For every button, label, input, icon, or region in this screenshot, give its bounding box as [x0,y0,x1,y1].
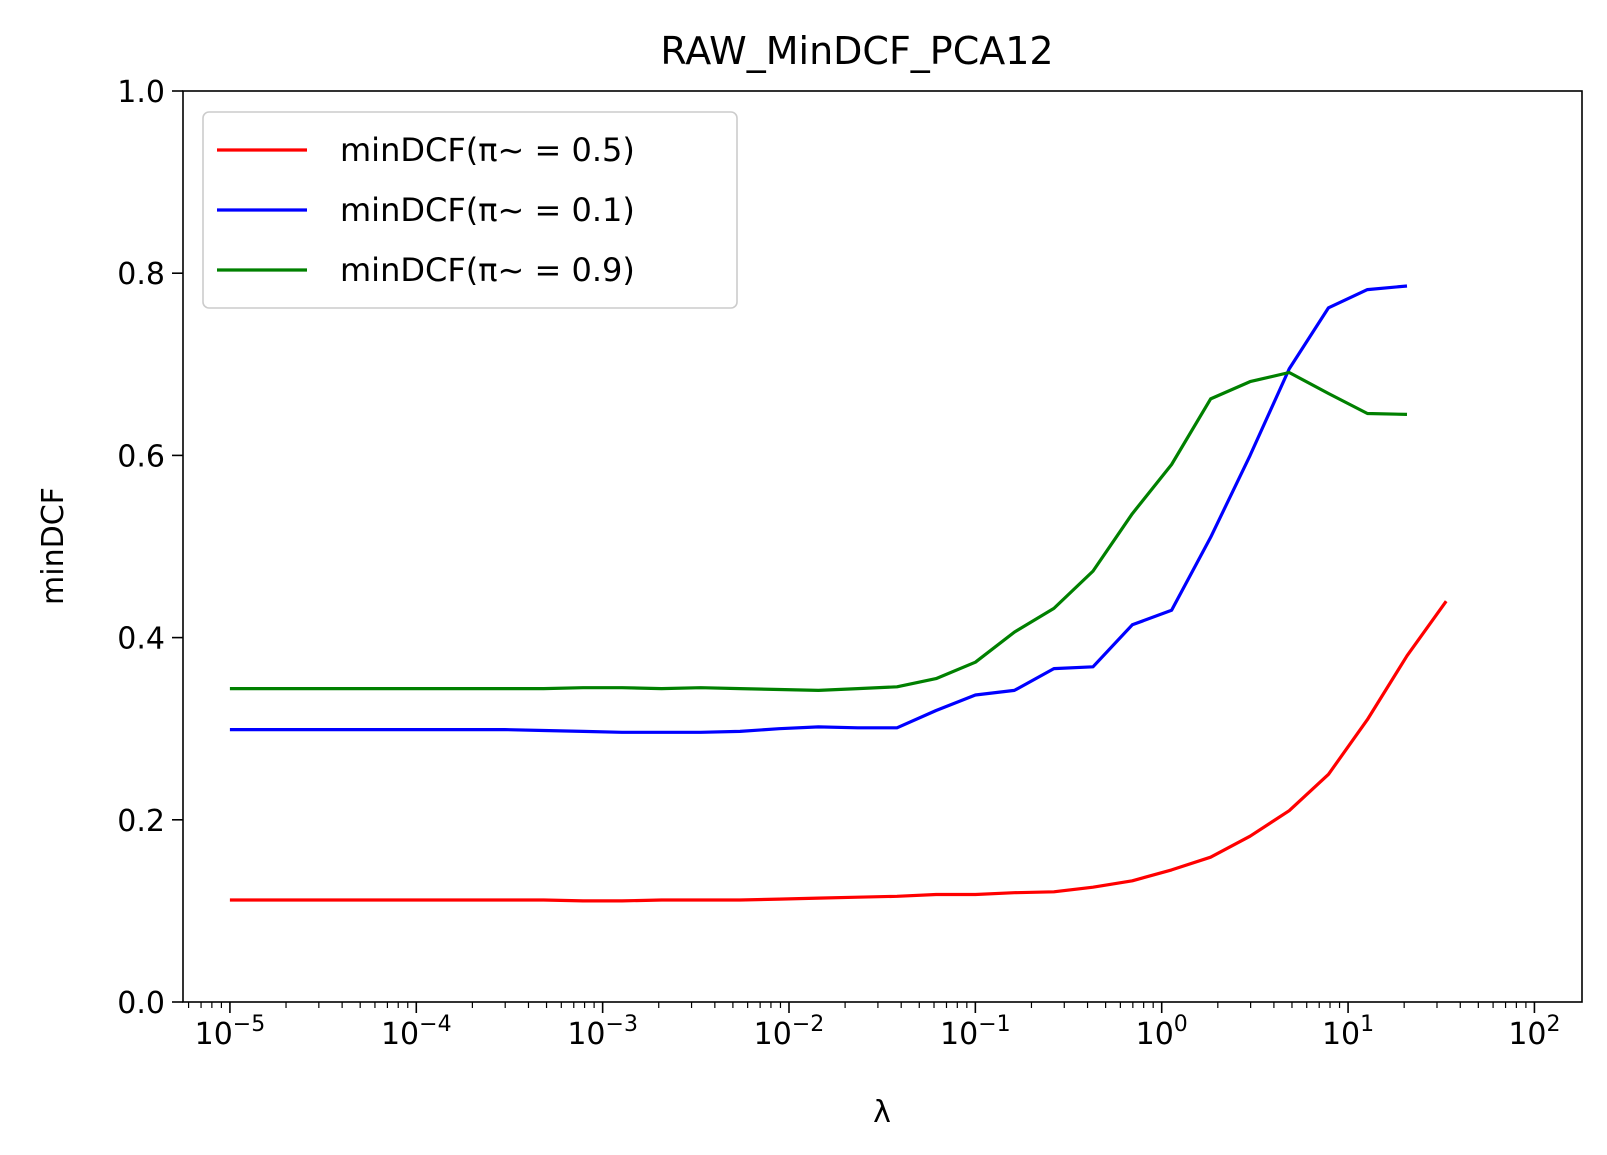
x-tick-label: 10−2 [754,1012,825,1052]
series-line-1 [229,600,1448,903]
x-tick-label: 101 [1322,1012,1374,1052]
y-tick-label: 0.8 [117,257,165,292]
y-tick-label: 0.4 [117,622,165,657]
chart-title: RAW_MinDCF_PCA12 [660,29,1053,73]
x-tick-label: 10−5 [195,1012,266,1052]
x-axis-label: λ [873,1095,891,1130]
plot-lines [229,284,1448,903]
y-axis-label: minDCF [36,487,71,605]
x-tick-label: 100 [1136,1012,1188,1052]
y-axis: 0.0 0.2 0.4 0.6 0.8 1.0 [117,75,183,1021]
legend-label-2: minDCF(π~ = 0.1) [340,191,635,229]
y-tick-label: 0.6 [117,439,165,474]
series-line-2 [229,284,1408,734]
x-tick-label: 10−1 [940,1012,1011,1052]
legend-label-1: minDCF(π~ = 0.5) [340,131,635,169]
plot-frame [182,90,1583,1003]
legend-label-3: minDCF(π~ = 0.9) [340,251,635,289]
series-line-3 [229,370,1408,693]
legend: minDCF(π~ = 0.5) minDCF(π~ = 0.1) minDCF(π… [202,111,738,309]
y-tick-label: 0.2 [117,804,165,839]
legend-box [202,111,738,309]
x-axis: 10−5 10−4 10−3 10−2 10−1 100 101 102 [187,1002,1561,1052]
x-tick-label: 10−4 [381,1012,452,1052]
y-tick-label: 0.0 [117,986,165,1021]
y-tick-label: 1.0 [117,75,165,110]
x-tick-label: 102 [1508,1012,1560,1052]
x-tick-label: 10−3 [567,1012,638,1052]
